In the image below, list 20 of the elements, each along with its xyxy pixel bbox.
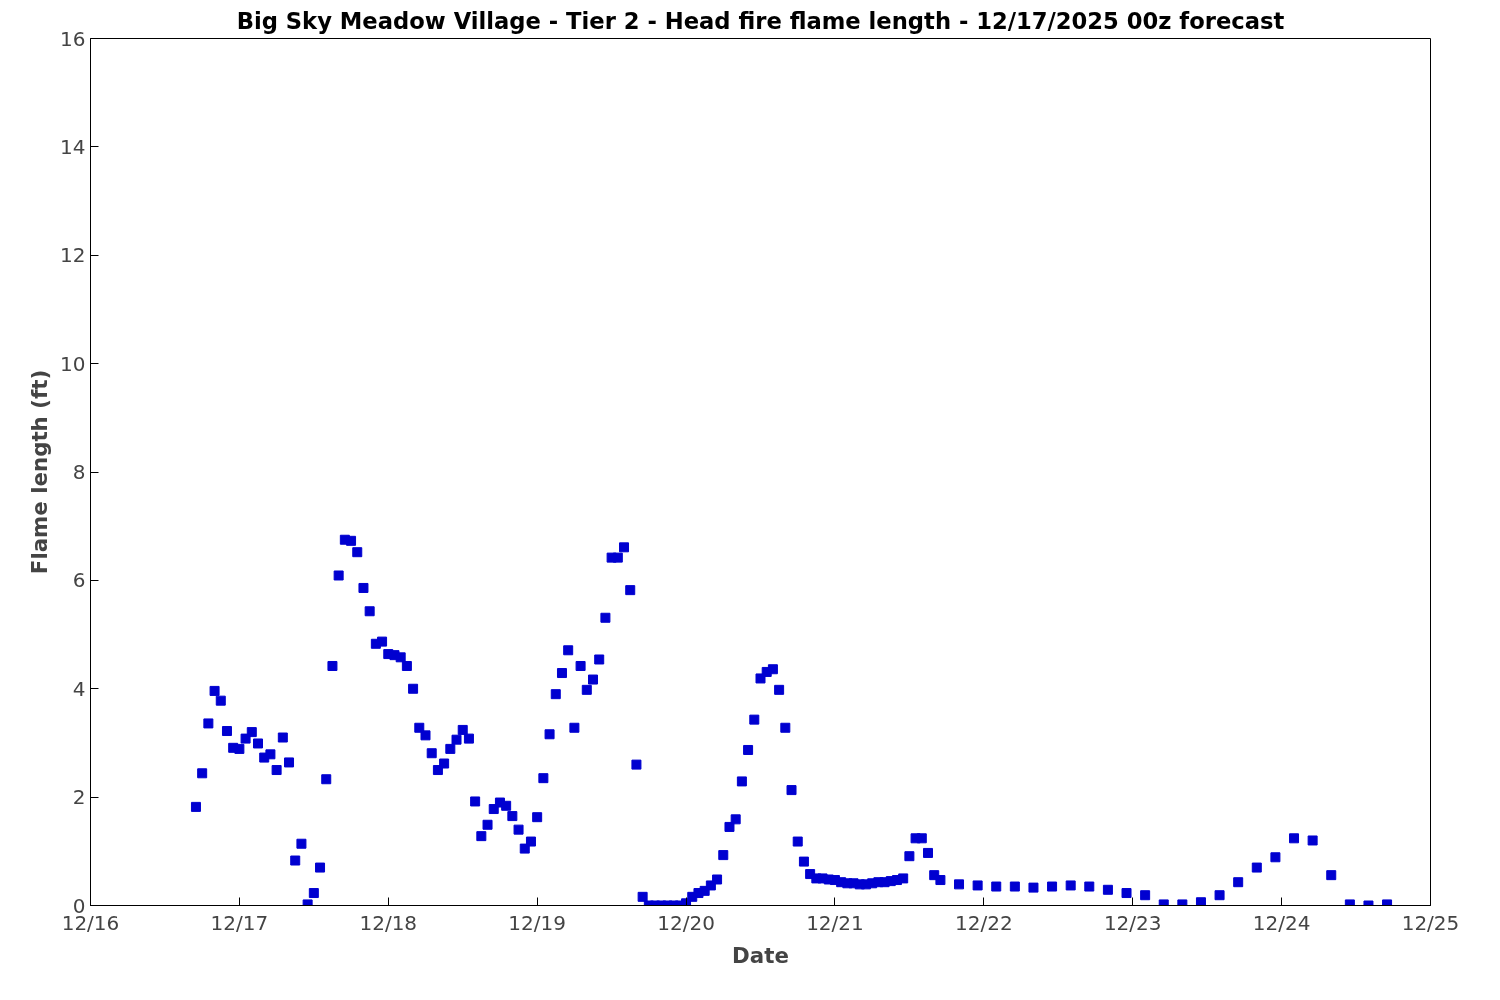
y-tick-label: 16 xyxy=(60,26,86,51)
x-tick-label: 12/19 xyxy=(508,910,566,935)
x-axis-title: Date xyxy=(732,942,789,968)
y-tick-label: 14 xyxy=(60,134,86,159)
x-tick-label: 12/20 xyxy=(657,910,715,935)
chart-title: Big Sky Meadow Village - Tier 2 - Head fire flame length - 12/17/2025 00z forecast xyxy=(236,7,1285,34)
x-tick-label: 12/22 xyxy=(955,910,1013,935)
x-tick-label: 12/18 xyxy=(359,910,418,935)
y-tick-label: 4 xyxy=(72,676,86,701)
y-tick-label: 6 xyxy=(72,568,86,593)
y-axis-title: Flame length (ft) xyxy=(27,369,53,575)
x-tick-label: 12/25 xyxy=(1401,910,1460,935)
x-tick-label: 12/24 xyxy=(1252,910,1311,935)
y-tick-label: 8 xyxy=(72,460,86,484)
y-tick-label: 12 xyxy=(60,243,86,268)
y-tick-label: 2 xyxy=(72,785,86,810)
y-tick-label: 10 xyxy=(60,351,86,376)
x-tick-label: 12/23 xyxy=(1103,910,1162,935)
x-tick-label: 12/17 xyxy=(210,910,269,935)
x-tick-label: 12/21 xyxy=(806,910,864,935)
